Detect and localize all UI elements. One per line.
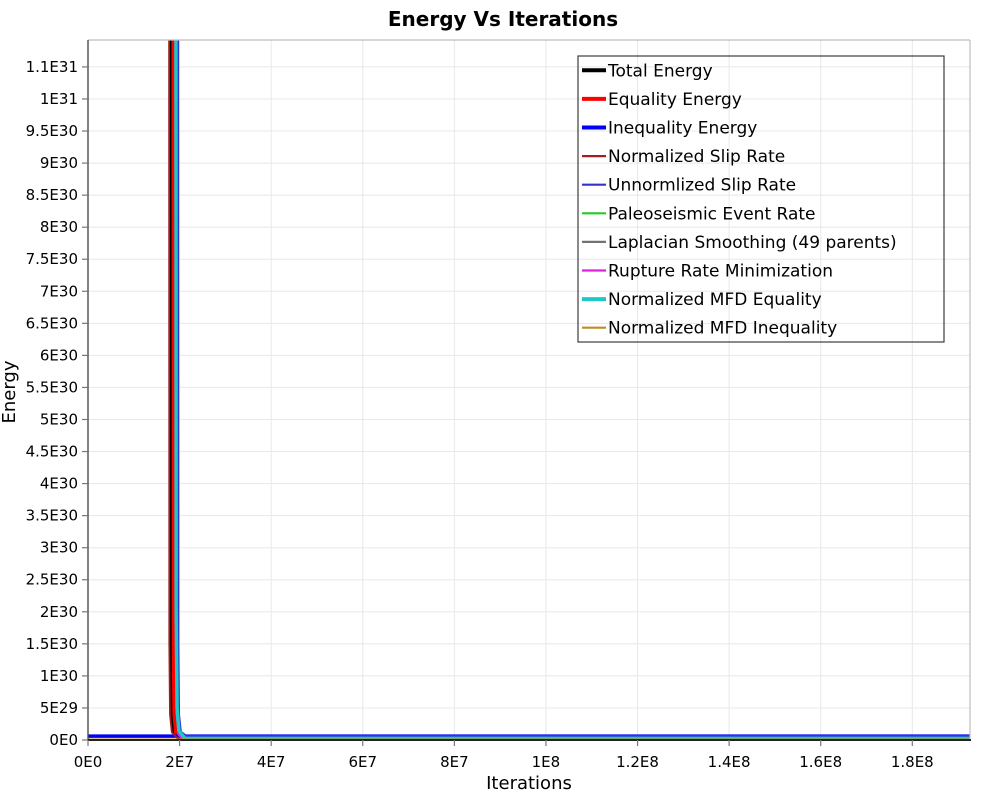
y-tick-label: 5E30 [40, 410, 78, 428]
y-tick-label: 1.1E31 [26, 58, 78, 76]
y-tick-label: 9.5E30 [26, 122, 78, 140]
y-tick-label: 2E30 [40, 603, 78, 621]
x-tick-label: 6E7 [348, 753, 377, 771]
legend-item-label: Inequality Energy [608, 119, 757, 139]
y-tick-label: 3.5E30 [26, 507, 78, 525]
chart-title: Energy Vs Iterations [388, 7, 618, 31]
series-unnormlized-slip-rate [177, 40, 970, 737]
legend-item-label: Rupture Rate Minimization [608, 262, 833, 282]
plot-frame [87, 39, 971, 741]
legend-item-label: Unnormlized Slip Rate [608, 176, 796, 196]
legend-item-label: Paleoseismic Event Rate [608, 204, 816, 224]
x-tick-label: 1.2E8 [616, 753, 659, 771]
x-tick-label: 2E7 [165, 753, 194, 771]
series-normalized-mfd-equality [174, 40, 970, 740]
y-tick-label: 6E30 [40, 346, 78, 364]
y-axis-label: Energy [0, 360, 20, 423]
axis-ticks-and-labels: 0E0 5E29 1E30 1.5E30 2E30 2.5E30 3E30 3.5E30 4E3… [26, 58, 934, 771]
y-tick-label: 7.5E30 [26, 250, 78, 268]
y-tick-label: 8E30 [40, 218, 78, 236]
x-tick-label: 1.6E8 [799, 753, 842, 771]
y-tick-label: 5E29 [40, 699, 78, 717]
legend-item-label: Laplacian Smoothing (49 parents) [608, 233, 897, 253]
series-lines [88, 40, 970, 740]
y-tick-label: 5.5E30 [26, 378, 78, 396]
y-tick-label: 7E30 [40, 282, 78, 300]
y-tick-label: 1E31 [40, 90, 78, 108]
series-laplacian-smoothing-49-parents [175, 40, 970, 740]
y-tick-label: 4.5E30 [26, 443, 78, 461]
y-tick-label: 8.5E30 [26, 186, 78, 204]
y-tick-label: 0E0 [49, 731, 78, 749]
x-tick-label: 1E8 [532, 753, 561, 771]
series-rupture-rate-minimization [174, 40, 970, 740]
legend-item-label: Total Energy [607, 61, 713, 81]
y-tick-label: 6.5E30 [26, 314, 78, 332]
legend-box [577, 55, 945, 343]
x-tick-label: 4E7 [257, 753, 286, 771]
legend-item-label: Equality Energy [608, 90, 742, 110]
y-tick-label: 1.5E30 [26, 635, 78, 653]
y-tick-label: 9E30 [40, 154, 78, 172]
y-tick-label: 1E30 [40, 667, 78, 685]
series-paleoseismic-event-rate [175, 40, 970, 740]
legend-item-label: Normalized Slip Rate [608, 147, 785, 167]
gridlines [88, 40, 970, 740]
x-tick-label: 1.8E8 [891, 753, 934, 771]
x-tick-label: 8E7 [440, 753, 469, 771]
y-tick-label: 3E30 [40, 539, 78, 557]
series-equality-energy [171, 40, 970, 739]
y-tick-label: 4E30 [40, 475, 78, 493]
series-normalized-slip-rate [168, 40, 970, 739]
x-tick-label: 0E0 [74, 753, 103, 771]
y-tick-label: 2.5E30 [26, 571, 78, 589]
legend-item-label: Normalized MFD Equality [608, 290, 822, 310]
legend-item-label: Normalized MFD Inequality [608, 319, 837, 339]
x-axis-label: Iterations [486, 773, 572, 794]
series-total-energy [169, 40, 970, 739]
legend: Total Energy Equality Energy Inequality En… [577, 55, 945, 343]
x-tick-label: 1.4E8 [708, 753, 751, 771]
